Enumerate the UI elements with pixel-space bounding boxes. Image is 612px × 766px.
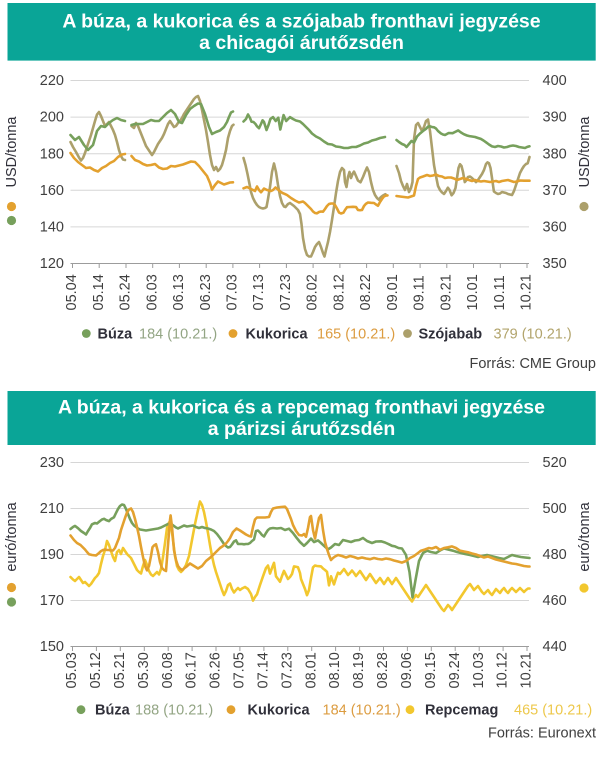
svg-text:Kukorica: Kukorica (246, 326, 309, 342)
svg-text:a párizsi árutőzsdén: a párizsi árutőzsdén (208, 418, 395, 440)
svg-text:10.21: 10.21 (519, 652, 535, 688)
svg-text:05.04: 05.04 (64, 274, 80, 310)
svg-text:07.03: 07.03 (225, 274, 241, 310)
svg-text:05.21: 05.21 (112, 652, 128, 688)
svg-text:150: 150 (40, 639, 64, 655)
svg-text:10.01: 10.01 (465, 274, 481, 310)
svg-text:370: 370 (543, 183, 567, 199)
svg-text:A búza, a kukorica és a szójab: A búza, a kukorica és a szójabab frontha… (62, 10, 540, 32)
svg-text:08.28: 08.28 (375, 652, 391, 688)
svg-text:09.21: 09.21 (438, 274, 454, 310)
svg-text:06.23: 06.23 (198, 274, 214, 310)
svg-text:05.30: 05.30 (136, 652, 152, 688)
svg-text:euró/tonna: euró/tonna (4, 501, 20, 571)
svg-text:Kukorica: Kukorica (248, 703, 311, 719)
svg-text:120: 120 (40, 256, 64, 272)
svg-text:06.08: 06.08 (160, 652, 176, 688)
svg-text:184 (10.21.): 184 (10.21.) (323, 703, 401, 719)
svg-text:140: 140 (40, 220, 64, 236)
svg-text:160: 160 (40, 183, 64, 199)
svg-text:465 (10.21.): 465 (10.21.) (514, 703, 592, 719)
svg-text:08.22: 08.22 (358, 274, 374, 310)
svg-text:Búza: Búza (95, 703, 131, 719)
svg-text:09.24: 09.24 (447, 652, 463, 688)
svg-text:500: 500 (543, 501, 567, 517)
svg-text:07.05: 07.05 (232, 652, 248, 688)
svg-text:06.13: 06.13 (171, 274, 187, 310)
svg-text:190: 190 (40, 547, 64, 563)
svg-text:400: 400 (543, 73, 567, 89)
svg-text:Forrás: CME Group: Forrás: CME Group (470, 356, 597, 372)
svg-text:05.14: 05.14 (91, 274, 107, 310)
svg-text:07.13: 07.13 (251, 274, 267, 310)
svg-text:460: 460 (543, 593, 567, 609)
svg-text:210: 210 (40, 501, 64, 517)
svg-text:08.12: 08.12 (332, 274, 348, 310)
svg-text:188 (10.21.): 188 (10.21.) (135, 703, 213, 719)
svg-text:220: 220 (40, 73, 64, 89)
svg-text:06.26: 06.26 (208, 652, 224, 688)
svg-text:10.12: 10.12 (495, 652, 511, 688)
svg-text:07.14: 07.14 (256, 652, 272, 688)
svg-text:360: 360 (543, 220, 567, 236)
svg-text:08.01: 08.01 (303, 652, 319, 688)
svg-text:USD/tonna: USD/tonna (4, 116, 20, 188)
svg-text:07.23: 07.23 (278, 274, 294, 310)
svg-text:09.01: 09.01 (385, 274, 401, 310)
svg-text:480: 480 (543, 547, 567, 563)
svg-text:Repcemag: Repcemag (425, 703, 498, 719)
svg-text:09.15: 09.15 (423, 652, 439, 688)
svg-text:10.21: 10.21 (519, 274, 535, 310)
svg-text:200: 200 (40, 110, 64, 126)
svg-text:Búza: Búza (98, 326, 134, 342)
svg-text:euró/tonna: euró/tonna (577, 501, 593, 571)
svg-text:07.23: 07.23 (279, 652, 295, 688)
svg-text:440: 440 (543, 639, 567, 655)
svg-text:05.24: 05.24 (118, 274, 134, 310)
svg-text:170: 170 (40, 593, 64, 609)
svg-text:230: 230 (40, 455, 64, 471)
svg-text:180: 180 (40, 146, 64, 162)
svg-text:05.03: 05.03 (64, 652, 80, 688)
svg-text:09.06: 09.06 (399, 652, 415, 688)
svg-text:08.10: 08.10 (327, 652, 343, 688)
svg-text:165 (10.21.): 165 (10.21.) (317, 326, 395, 342)
svg-text:10.11: 10.11 (492, 275, 508, 310)
svg-text:09.11: 09.11 (412, 275, 428, 310)
svg-text:380: 380 (543, 146, 567, 162)
svg-text:390: 390 (543, 110, 567, 126)
svg-text:Szójabab: Szójabab (419, 326, 483, 342)
svg-text:USD/tonna: USD/tonna (577, 116, 593, 188)
svg-text:06.03: 06.03 (144, 274, 160, 310)
svg-text:10.03: 10.03 (471, 652, 487, 688)
svg-text:05.12: 05.12 (88, 652, 104, 688)
svg-text:184 (10.21.): 184 (10.21.) (139, 326, 217, 342)
svg-text:Forrás: Euronext: Forrás: Euronext (488, 726, 596, 742)
svg-text:08.02: 08.02 (305, 274, 321, 310)
svg-text:379 (10.21.): 379 (10.21.) (494, 326, 572, 342)
svg-text:A búza, a kukorica és a repcem: A búza, a kukorica és a repcemag frontha… (58, 397, 545, 419)
svg-text:08.19: 08.19 (351, 652, 367, 688)
svg-text:350: 350 (543, 256, 567, 272)
svg-text:a chicagói árutőzsdén: a chicagói árutőzsdén (199, 32, 404, 54)
svg-text:06.17: 06.17 (184, 652, 200, 688)
svg-text:520: 520 (543, 455, 567, 471)
